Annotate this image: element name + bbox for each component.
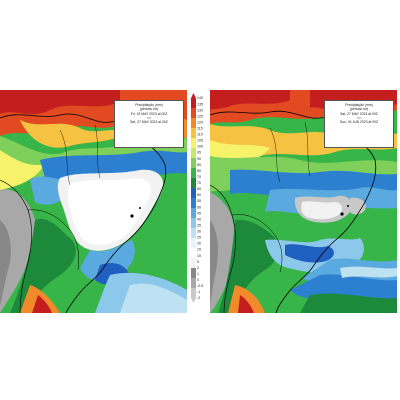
scale-tick-label: 0 bbox=[197, 278, 199, 282]
scale-swatch bbox=[191, 118, 196, 129]
scale-swatch bbox=[191, 158, 196, 169]
legend-subtitle: (periodo tot) bbox=[139, 107, 159, 112]
legend-title: Precipitação (mm) bbox=[135, 103, 163, 107]
legend-separator: <> bbox=[357, 115, 361, 120]
scale-tick-label: 50 bbox=[197, 205, 201, 209]
scale-tick-label: -0.5 bbox=[197, 284, 203, 288]
scale-tick-label: 75 bbox=[197, 175, 201, 179]
scale-tick-label: 10 bbox=[197, 254, 201, 258]
scale-tick-label: 15 bbox=[197, 248, 201, 252]
scale-tick-label: 60 bbox=[197, 193, 201, 197]
map-left-legend: Precipitação (mm) (periodo tot) Fri, 19 … bbox=[114, 100, 184, 148]
scale-swatch bbox=[191, 148, 196, 159]
scale-swatch bbox=[191, 258, 196, 269]
scale-tick-label: 55 bbox=[197, 199, 201, 203]
legend-subtitle: (periodo tot) bbox=[349, 107, 369, 112]
legend-date-to: Sun, 04 JUN 2023 at 00Z bbox=[339, 120, 379, 125]
scale-swatch bbox=[191, 98, 196, 109]
scale-tick-label: 105 bbox=[197, 139, 203, 143]
scale-tick-label: 5 bbox=[197, 260, 199, 264]
color-scale-graphic: 1401351301251201151101051009590858075706… bbox=[191, 93, 203, 303]
scale-tick-label: 95 bbox=[197, 151, 201, 155]
scale-swatch bbox=[191, 198, 196, 209]
scale-swatch bbox=[191, 108, 196, 119]
scale-tick-label: 1 bbox=[197, 272, 199, 276]
precipitation-color-scale: 140 135 130 125 120 115 110 105 100 95 90 85 80 75 70 6… bbox=[191, 92, 207, 304]
scale-top-arrow bbox=[191, 93, 196, 98]
scale-swatch bbox=[191, 128, 196, 139]
scale-tick-label: 30 bbox=[197, 230, 201, 234]
scale-tick-label: 110 bbox=[197, 133, 203, 137]
scale-swatch bbox=[191, 218, 196, 229]
scale-tick-label: 25 bbox=[197, 236, 201, 240]
scale-swatch bbox=[191, 288, 196, 299]
scale-tick-label: 40 bbox=[197, 217, 201, 221]
precipitation-map-left: Precipitação (mm) (periodo tot) Fri, 19 … bbox=[0, 90, 187, 313]
map-right-legend: Precipitação (mm) (periodo tot) Sat, 27 … bbox=[324, 100, 394, 148]
scale-tick-label: 2 bbox=[197, 266, 199, 270]
scale-tick-label: 90 bbox=[197, 157, 201, 161]
scale-swatch bbox=[191, 238, 196, 249]
scale-tick-label: 135 bbox=[197, 102, 203, 106]
precipitation-map-right: Precipitação (mm) (periodo tot) Sat, 27 … bbox=[210, 90, 397, 313]
scale-swatch bbox=[191, 208, 196, 219]
scale-tick-label: 65 bbox=[197, 187, 201, 191]
scale-tick-label: 130 bbox=[197, 108, 203, 112]
scale-tick-label: 120 bbox=[197, 120, 203, 124]
scale-tick-label: 70 bbox=[197, 181, 201, 185]
legend-title: Precipitação (mm) bbox=[345, 103, 373, 107]
scale-swatch bbox=[191, 248, 196, 259]
legend-separator: <> bbox=[147, 115, 151, 120]
scale-tick-label: 35 bbox=[197, 223, 201, 227]
scale-swatch bbox=[191, 228, 196, 239]
legend-date-from: Sat, 27 MAY 2023 at 00Z bbox=[340, 111, 378, 116]
scale-tick-label: 115 bbox=[197, 127, 203, 131]
scale-bottom-arrow bbox=[191, 298, 196, 303]
scale-tick-label: -2 bbox=[197, 296, 200, 300]
scale-tick-label: 125 bbox=[197, 114, 203, 118]
scale-swatch bbox=[191, 268, 196, 279]
scale-tick-label: 45 bbox=[197, 211, 201, 215]
legend-date-to: Sat, 27 MAY 2023 at 00Z bbox=[130, 120, 168, 125]
scale-swatch bbox=[191, 138, 196, 149]
scale-tick-label: 20 bbox=[197, 242, 201, 246]
scale-tick-label: 85 bbox=[197, 163, 201, 167]
scale-swatch bbox=[191, 178, 196, 189]
legend-date-from: Fri, 19 MAY 2023 at 00Z bbox=[130, 111, 168, 116]
scale-tick-label: -1 bbox=[197, 290, 200, 294]
scale-tick-label: 80 bbox=[197, 169, 201, 173]
scale-tick-label: 140 bbox=[197, 96, 203, 100]
scale-tick-label: 100 bbox=[197, 145, 203, 149]
scale-swatch bbox=[191, 188, 196, 199]
scale-swatch bbox=[191, 168, 196, 179]
scale-swatch bbox=[191, 278, 196, 289]
